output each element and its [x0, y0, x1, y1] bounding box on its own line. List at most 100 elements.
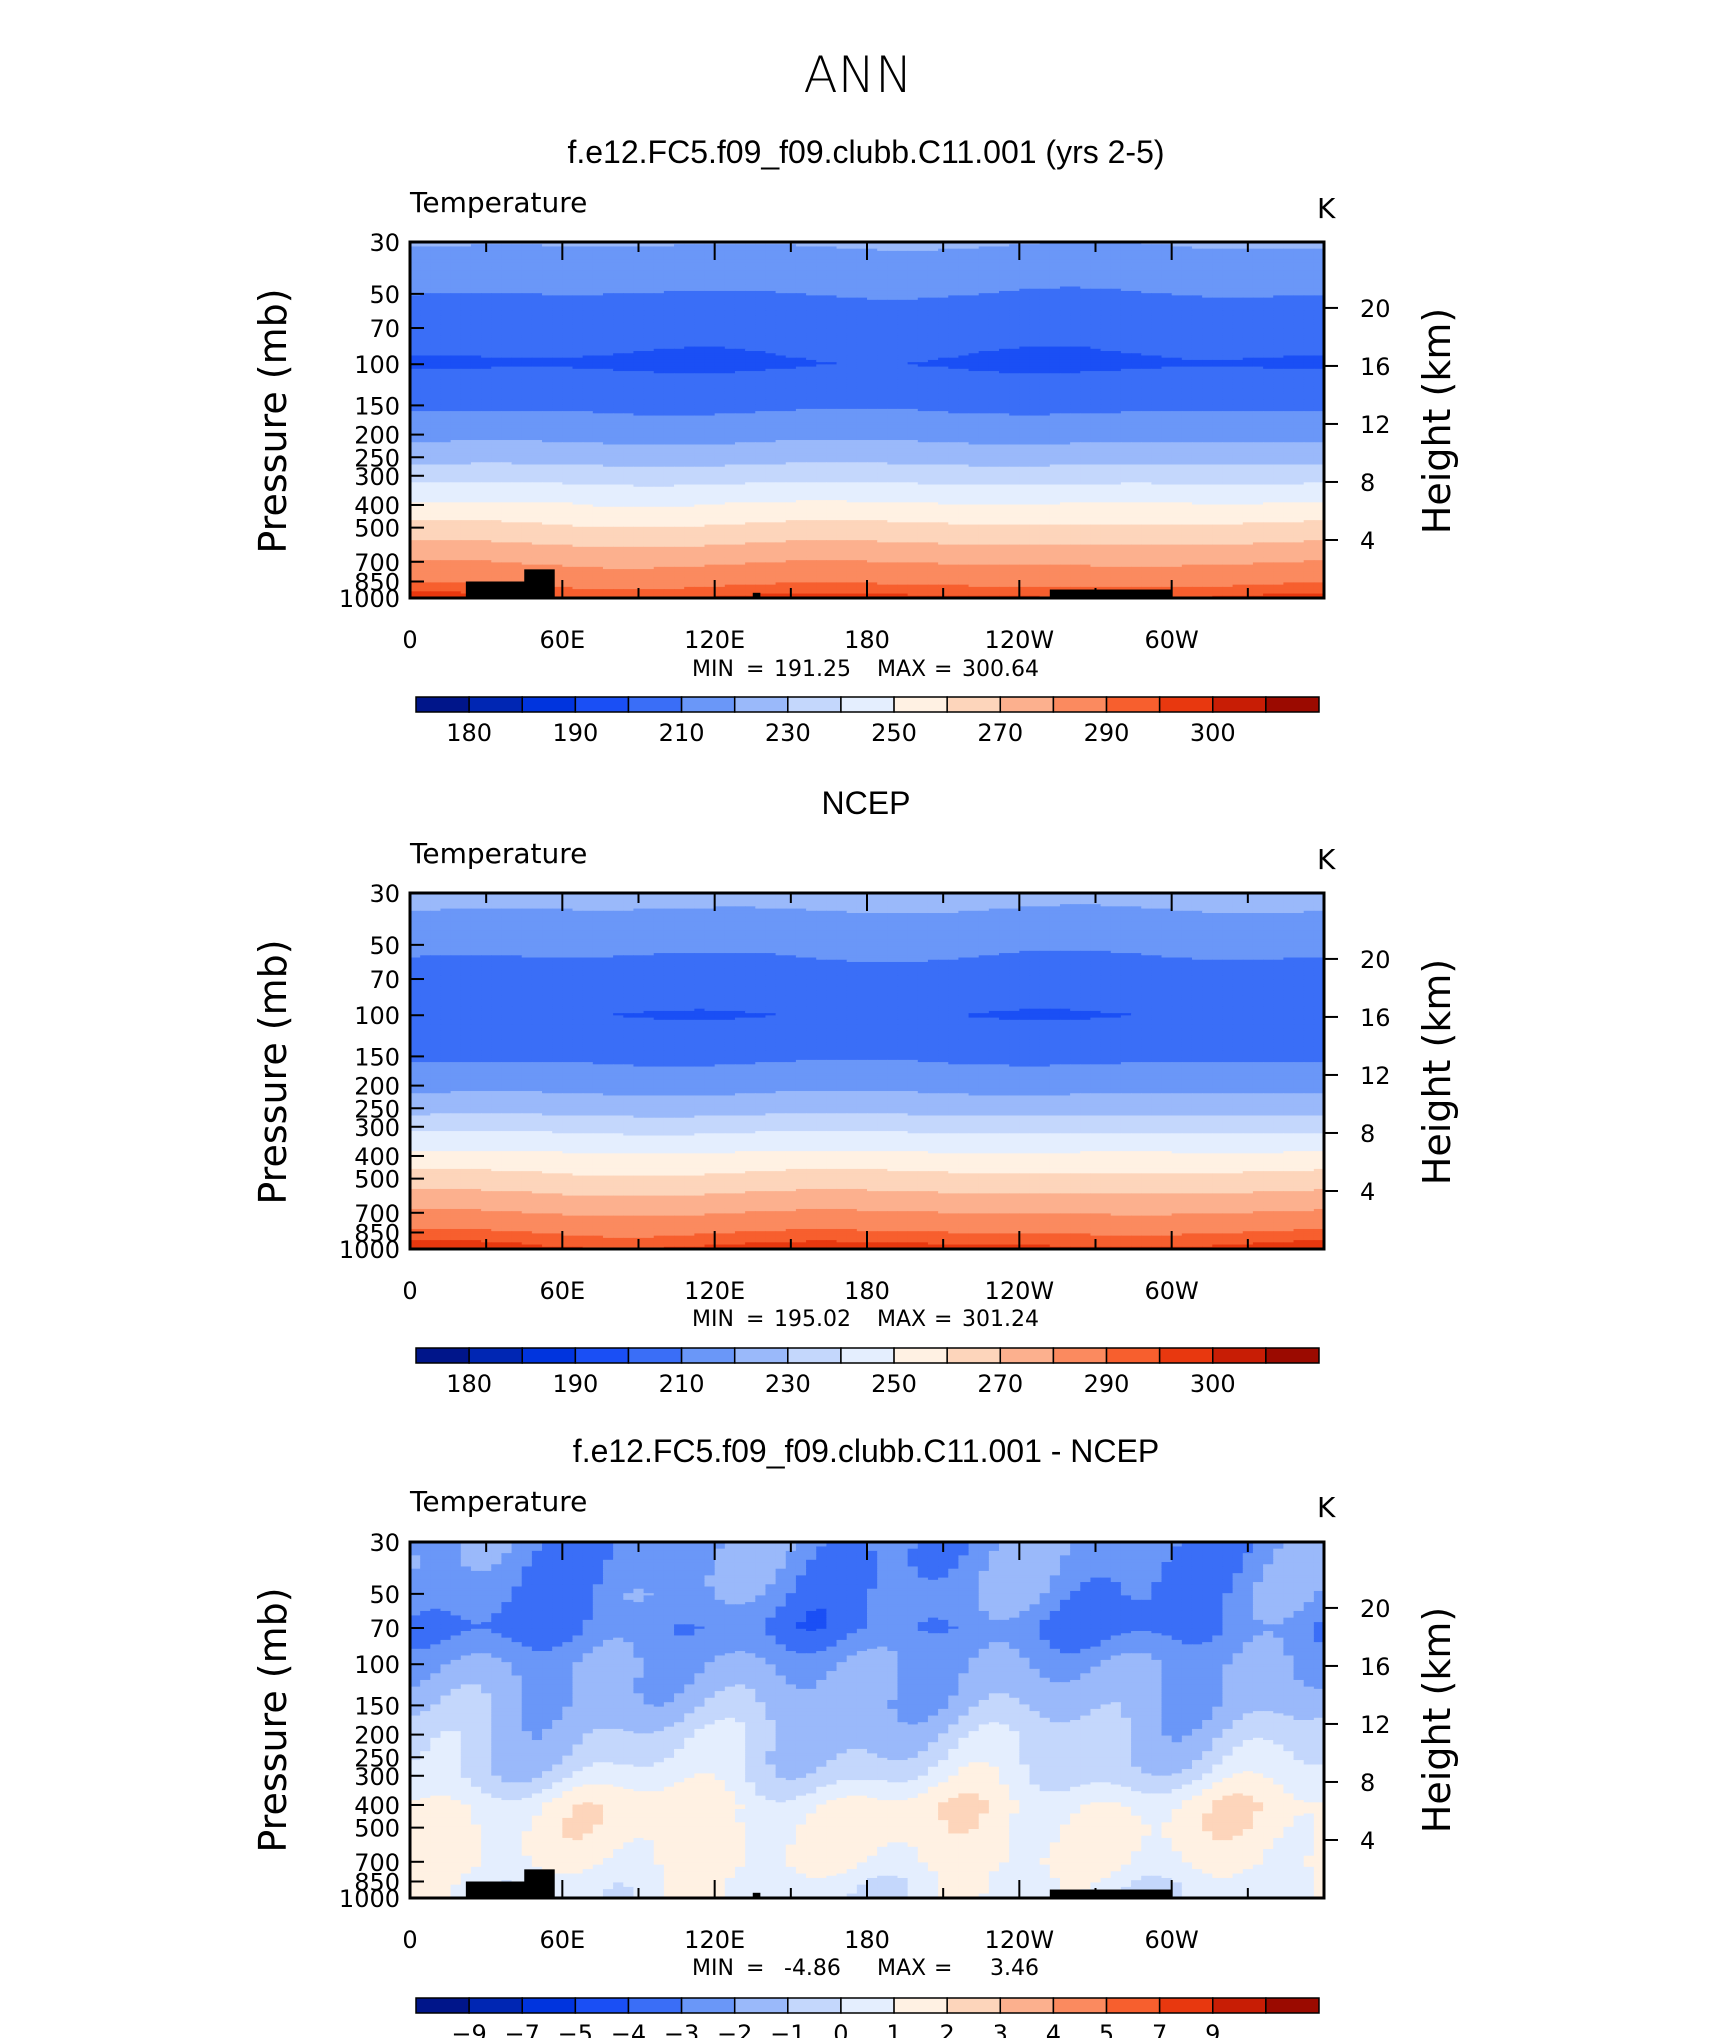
y-tick-label: 700: [354, 549, 400, 577]
x-tick-label: 0: [402, 626, 417, 654]
y-tick-label: 1000: [339, 585, 400, 613]
colorbar-box: [999, 1347, 1055, 1364]
colorbar-label: −4: [611, 2020, 646, 2038]
y-tick-label: 400: [354, 492, 400, 520]
colorbar-label: 210: [659, 1370, 705, 1398]
y-tick-label: 150: [354, 392, 400, 420]
colorbar-label: 2: [940, 2020, 955, 2038]
min-value: -4.86: [784, 1956, 841, 1981]
contour-plot: 3050701001502002503004005007008501000481…: [339, 229, 1391, 654]
colorbar-box: [680, 1347, 736, 1364]
y2-tick-label: 4: [1360, 1178, 1375, 1206]
y-tick-label: 70: [369, 966, 400, 994]
y-tick-label: 50: [369, 932, 400, 960]
colorbar-label: −3: [664, 2020, 699, 2038]
colorbar-label: −5: [558, 2020, 593, 2038]
y2-tick-label: 12: [1360, 1711, 1391, 1739]
min-label: MIN: [692, 1307, 734, 1332]
colorbar-box: [415, 1347, 470, 1364]
colorbar-box: [840, 696, 895, 713]
colorbar-box: [521, 1997, 577, 2014]
y-tick-label: 700: [354, 1200, 400, 1228]
y-tick-label: 700: [354, 1849, 400, 1877]
y-tick-label: 50: [369, 1581, 400, 1609]
colorbar-box: [1265, 1997, 1320, 2014]
colorbar-label: 270: [977, 719, 1023, 747]
colorbar: −9 −7 −5 −4 −3 −2 −1 0 1 2 3 4 5 7 9: [415, 1997, 1320, 2038]
y-tick-label: 30: [369, 229, 400, 257]
y-tick-label: 400: [354, 1143, 400, 1171]
colorbar-box: [999, 1997, 1055, 2014]
colorbar-box: [893, 1997, 948, 2014]
y-tick-label: 30: [369, 1529, 400, 1557]
y-tick-label: 250: [354, 444, 400, 472]
colorbar-box: [787, 1347, 842, 1364]
units-label: K: [1317, 192, 1336, 225]
y-tick-label: 150: [354, 1043, 400, 1071]
y-tick-label: 250: [354, 1744, 400, 1772]
y-tick-label: 500: [354, 1815, 400, 1843]
y-tick-label: 100: [354, 351, 400, 379]
panel-title: NCEP: [822, 785, 911, 821]
y-tick-label: 300: [354, 1763, 400, 1791]
x-tick-label: 120W: [985, 1277, 1055, 1305]
topography-mask: [1049, 589, 1172, 598]
colorbar-box: [1052, 1347, 1108, 1364]
colorbar-box: [999, 696, 1055, 713]
x-tick-label: 180: [844, 1926, 890, 1954]
topography-mask: [1049, 1889, 1172, 1898]
contour-field: [410, 1542, 1324, 1898]
colorbar-label: 290: [1084, 1370, 1130, 1398]
colorbar-label: 190: [552, 1370, 598, 1398]
y2-tick-label: 16: [1360, 1004, 1391, 1032]
topography-mask: [524, 1869, 555, 1898]
y-tick-label: 850: [354, 569, 400, 597]
colorbar-label: 5: [1099, 2020, 1114, 2038]
colorbar-box: [415, 1997, 470, 2014]
colorbar-label: 180: [446, 1370, 492, 1398]
colorbar-label: −7: [505, 2020, 540, 2038]
contour-plot: 3050701001502002503004005007008501000481…: [339, 1529, 1391, 1954]
variable-label: Temperature: [409, 186, 587, 219]
colorbar-label: 0: [833, 2020, 848, 2038]
colorbar-box: [574, 1997, 630, 2014]
colorbar-box: [415, 696, 470, 713]
max-label: MAX: [877, 657, 926, 682]
units-label: K: [1317, 843, 1336, 876]
y2-tick-label: 12: [1360, 1062, 1391, 1090]
y-tick-label: 300: [354, 463, 400, 491]
colorbar-box: [468, 696, 523, 713]
colorbar-label: −1: [770, 2020, 805, 2038]
colorbar-box: [733, 1997, 789, 2014]
variable-label: Temperature: [409, 1485, 587, 1518]
y-tick-label: 850: [354, 1869, 400, 1897]
colorbar-box: [893, 1347, 948, 1364]
colorbar-box: [946, 1997, 1002, 2014]
colorbar-box: [680, 696, 736, 713]
colorbar-box: [946, 1347, 1002, 1364]
colorbar-box: [733, 696, 789, 713]
y2-tick-label: 20: [1360, 295, 1391, 323]
colorbar-box: [627, 1347, 683, 1364]
min-value: 195.02: [774, 1307, 851, 1332]
y-tick-label: 500: [354, 515, 400, 543]
y2-tick-label: 20: [1360, 946, 1391, 974]
colorbar-box: [1105, 1347, 1161, 1364]
panel-model: f.e12.FC5.f09_f09.clubb.C11.001 (yrs 2-5…: [251, 134, 1459, 747]
y-axis-label: Pressure (mb): [251, 939, 295, 1204]
y2-tick-label: 8: [1360, 1120, 1375, 1148]
y-tick-label: 70: [369, 1615, 400, 1643]
y-axis-label: Pressure (mb): [251, 288, 295, 553]
colorbar-box: [787, 1997, 842, 2014]
x-tick-label: 60W: [1145, 1277, 1199, 1305]
y2-tick-label: 8: [1360, 1769, 1375, 1797]
contour-plot: 3050701001502002503004005007008501000481…: [339, 880, 1391, 1305]
colorbar-label: 1: [886, 2020, 901, 2038]
colorbar-label: 300: [1190, 719, 1236, 747]
y-tick-label: 400: [354, 1792, 400, 1820]
y-tick-label: 70: [369, 315, 400, 343]
colorbar-box: [521, 1347, 577, 1364]
colorbar-box: [946, 696, 1002, 713]
colorbar-box: [1212, 1347, 1267, 1364]
y-tick-label: 850: [354, 1220, 400, 1248]
